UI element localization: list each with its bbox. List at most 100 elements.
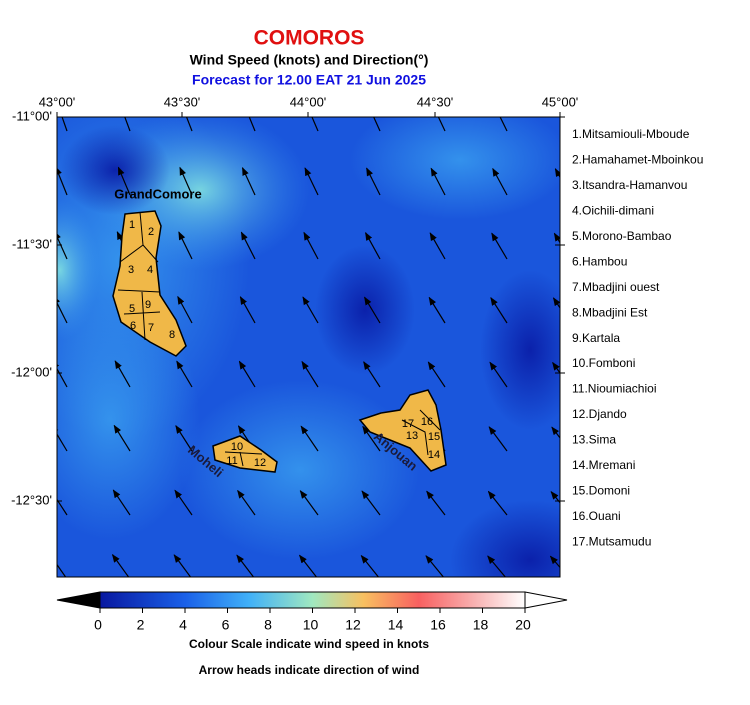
region-name: 6.Hambou bbox=[572, 254, 627, 268]
region-name: 7.Mbadjini ouest bbox=[572, 280, 660, 294]
wind-arrow bbox=[361, 490, 381, 516]
wind-arrow bbox=[554, 168, 560, 179]
wind-arrow bbox=[237, 489, 256, 516]
region-name: 2.Hamahamet-Mboinkou bbox=[572, 153, 703, 167]
colorbar-label: 4 bbox=[179, 617, 187, 633]
region-name: 14.Mremani bbox=[572, 458, 635, 472]
region-number: 10 bbox=[231, 441, 243, 453]
wind-arrow bbox=[239, 296, 256, 324]
wind-arrow bbox=[430, 167, 446, 196]
wind-arrow bbox=[549, 555, 560, 569]
anjouan bbox=[358, 389, 447, 472]
x-label: 44°30' bbox=[417, 94, 454, 109]
wind-arrow bbox=[428, 296, 446, 324]
colorbar-caption: Colour Scale indicate wind speed in knot… bbox=[189, 637, 429, 651]
region-number: 16 bbox=[421, 416, 433, 428]
wind-arrow bbox=[238, 360, 256, 388]
region-number: 8 bbox=[169, 329, 175, 341]
wind-arrow bbox=[426, 490, 446, 516]
colorbar-note: Arrow heads indicate direction of wind bbox=[199, 663, 420, 677]
region-name: 15.Domoni bbox=[572, 483, 630, 497]
region-name: 8.Mbadjini Est bbox=[572, 305, 648, 319]
colorbar-over bbox=[524, 591, 568, 609]
region-number: 1 bbox=[129, 219, 135, 231]
wind-arrow bbox=[299, 554, 318, 577]
colorbar-label: 16 bbox=[430, 617, 446, 633]
wind-arrow bbox=[366, 167, 381, 196]
islands bbox=[112, 210, 447, 473]
region-name: 4.Oichili-dimani bbox=[572, 204, 654, 218]
region-name: 11.Nioumiachioi bbox=[572, 382, 657, 396]
wind-arrow bbox=[241, 166, 256, 196]
wind-arrow bbox=[364, 296, 381, 324]
region-number: 7 bbox=[148, 322, 154, 334]
island-label: GrandComore bbox=[114, 186, 201, 201]
y-label: -11°30' bbox=[12, 236, 52, 251]
wind-arrow bbox=[425, 555, 445, 577]
region-name: 12.Djando bbox=[572, 407, 627, 421]
wind-arrow bbox=[487, 490, 508, 516]
region-name: 13.Sima bbox=[572, 433, 616, 447]
colorbar-label: 18 bbox=[473, 617, 489, 633]
wind-arrow bbox=[113, 424, 131, 452]
wind-arrow bbox=[499, 117, 508, 132]
wind-arrow bbox=[175, 425, 193, 452]
x-label: 43°00' bbox=[39, 94, 76, 109]
wind-arrow bbox=[488, 426, 508, 452]
wind-arrow bbox=[173, 554, 192, 577]
region-name: 17.Mutsamudu bbox=[572, 534, 651, 548]
wind-arrow bbox=[57, 563, 67, 577]
colorbar-label: 10 bbox=[303, 617, 319, 633]
wind-arrow bbox=[303, 231, 319, 260]
wind-arrow bbox=[551, 426, 560, 439]
wind-arrow bbox=[57, 295, 68, 324]
x-label: 44°00' bbox=[290, 94, 327, 109]
wind-arrow bbox=[550, 491, 560, 504]
wind-arrow bbox=[302, 296, 319, 324]
wind-arrow bbox=[57, 166, 68, 196]
wind-arrow bbox=[240, 231, 256, 260]
wind-arrow bbox=[111, 553, 130, 577]
moheli bbox=[212, 435, 278, 473]
wind-arrow bbox=[176, 360, 193, 388]
wind-arrow bbox=[429, 232, 446, 260]
colorbar-label: 6 bbox=[222, 617, 230, 633]
y-label: -12°00' bbox=[11, 364, 52, 379]
wind-arrow bbox=[487, 555, 507, 577]
wind-arrow bbox=[236, 554, 255, 577]
wind-arrow bbox=[112, 489, 131, 516]
region-name: 3.Itsandra-Hamanvou bbox=[572, 178, 687, 192]
region-number: 9 bbox=[145, 299, 151, 311]
wind-arrow bbox=[489, 361, 508, 388]
region-number: 5 bbox=[129, 303, 135, 315]
region-number: 6 bbox=[130, 320, 136, 332]
region-number: 15 bbox=[428, 431, 440, 443]
wind-arrow bbox=[61, 117, 68, 132]
colorbar-label: 2 bbox=[137, 617, 145, 633]
x-label: 43°30' bbox=[164, 94, 201, 109]
wind-arrow bbox=[114, 360, 131, 388]
wind-arrow bbox=[365, 231, 381, 260]
wind-arrow bbox=[492, 167, 508, 196]
y-label: -11°00' bbox=[12, 108, 52, 123]
region-number: 14 bbox=[428, 449, 440, 461]
colorbar-label: 8 bbox=[264, 617, 272, 633]
region-number: 13 bbox=[406, 430, 418, 442]
colorbar-label: 12 bbox=[345, 617, 361, 633]
wind-arrow bbox=[300, 425, 319, 452]
wind-arrow bbox=[174, 489, 193, 516]
region-number: 4 bbox=[147, 264, 153, 276]
x-label: 45°00' bbox=[542, 94, 579, 109]
wind-arrow bbox=[177, 295, 193, 324]
wind-arrow bbox=[57, 359, 68, 388]
wind-arrow bbox=[552, 297, 560, 309]
wind-arrow bbox=[57, 489, 68, 516]
wind-arrow bbox=[360, 554, 380, 577]
wind-arrow bbox=[491, 232, 508, 260]
wind-arrow bbox=[299, 490, 319, 516]
region-name: 5.Morono-Bambao bbox=[572, 229, 672, 243]
y-label: -12°30' bbox=[11, 492, 52, 507]
wind-arrow bbox=[179, 166, 193, 196]
region-number: 3 bbox=[128, 264, 134, 276]
wind-arrow bbox=[124, 117, 131, 132]
